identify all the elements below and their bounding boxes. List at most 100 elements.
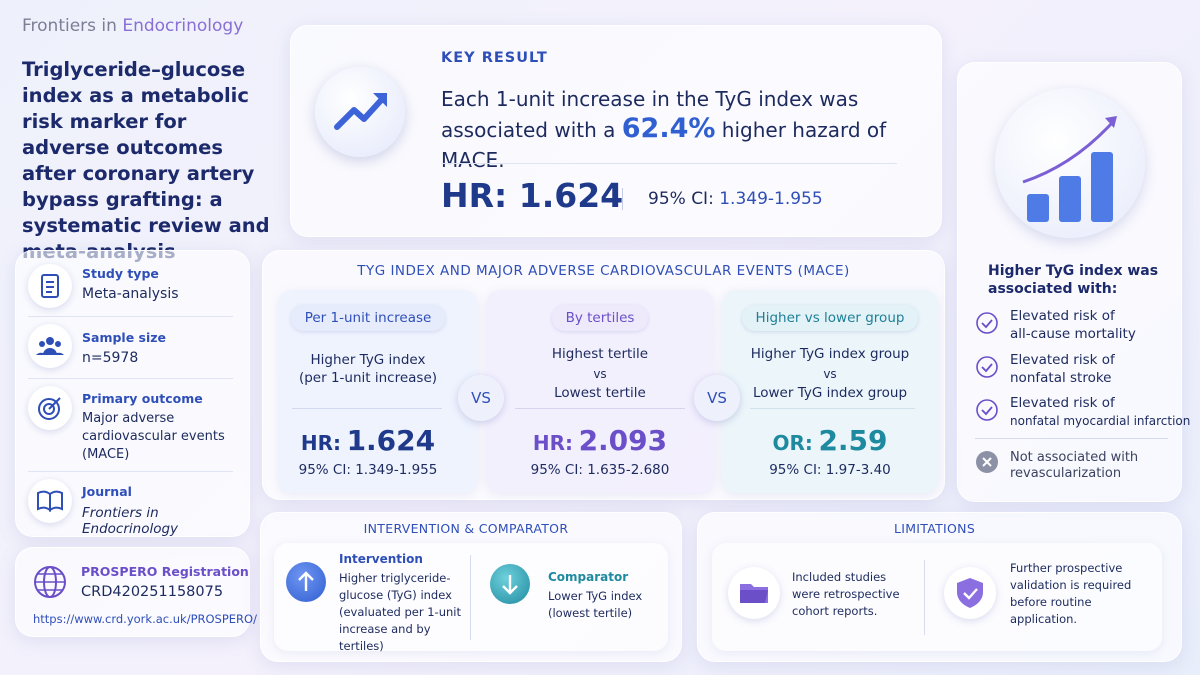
mace-stat: HR: 1.624 — [278, 424, 458, 457]
brand: Frontiers in Endocrinology — [22, 16, 243, 36]
lim-item: Further prospective validation is requir… — [1010, 561, 1132, 626]
info-label: Primary outcome — [82, 391, 203, 406]
info-label: Study type — [82, 266, 159, 281]
key-hr: HR: 1.624 — [441, 176, 623, 215]
ci-value: 1.349-1.955 — [355, 462, 438, 478]
comparator-text: Lower TyG index (lowest tertile) — [548, 589, 643, 620]
mace-ci: 95% CI: 1.635-2.680 — [486, 462, 714, 478]
trend-icon — [315, 67, 405, 157]
intervention-label: Intervention — [339, 552, 423, 566]
cross-icon — [976, 451, 998, 473]
mace-desc: Higher TyG index group vs Lower TyG index … — [722, 345, 938, 404]
mace-desc: Higher TyG index (per 1-unit increase) — [278, 351, 458, 387]
intervention-text: Higher triglyceride-glucose (TyG) index … — [339, 571, 461, 653]
key-ci-value: 1.349-1.955 — [719, 189, 823, 209]
assoc-item: Elevated risk of all-cause mortality — [1010, 307, 1136, 343]
info-value: Meta-analysis — [82, 286, 179, 302]
key-highlight: 62.4% — [621, 113, 716, 144]
assoc-line: Elevated risk of — [1010, 308, 1115, 324]
info-label: Sample size — [82, 330, 167, 345]
mace-tag-wrap: Per 1-unit increase — [278, 305, 458, 331]
stat-value: 1.624 — [346, 424, 436, 457]
desc-line: Lower TyG index group — [752, 385, 908, 401]
up-icon — [286, 562, 326, 602]
info-value: n=5978 — [82, 350, 139, 366]
ci-value: 1.97-3.40 — [825, 462, 891, 478]
ci-label: 95% CI: — [530, 462, 583, 478]
icon-doc — [28, 264, 72, 308]
ic-panel — [274, 543, 668, 651]
desc-line: Highest tertile — [551, 346, 649, 362]
key-hr-value: 1.624 — [518, 176, 624, 215]
icon-target — [28, 386, 72, 430]
stat-label: HR: — [300, 431, 341, 455]
stat-value: 2.093 — [578, 424, 668, 457]
key-text: Each 1-unit increase in the TyG index wa… — [441, 84, 911, 175]
key-text-after: higher hazard of MACE. — [441, 118, 887, 172]
desc-line: vs — [593, 366, 607, 381]
key-text-before: Each 1-unit increase in the TyG index wa… — [441, 87, 859, 142]
title: Triglyceride–glucose index as a metaboli… — [22, 58, 270, 263]
desc-line: (per 1-unit increase) — [298, 370, 438, 386]
mace-ci: 95% CI: 1.97-3.40 — [722, 462, 938, 478]
vs-badge: VS — [694, 375, 740, 421]
mace-tag: By tertiles — [551, 305, 649, 331]
mace-stat: HR: 2.093 — [486, 424, 714, 457]
assoc-item: Elevated risk of nonfatal stroke — [1010, 351, 1115, 387]
mace-tag: Higher vs lower group — [741, 305, 919, 331]
down-icon — [490, 564, 530, 604]
icon-people — [28, 324, 72, 368]
folder-icon — [728, 567, 780, 619]
check-icon — [976, 356, 998, 378]
assoc-line: Elevated risk of — [1010, 352, 1115, 368]
icon-book — [28, 479, 72, 523]
mace-title: TYG INDEX AND MAJOR ADVERSE CARDIOVASCUL… — [357, 263, 850, 279]
shield-icon — [944, 567, 996, 619]
prospero-url[interactable]: https://www.crd.york.ac.uk/PROSPERO/ — [33, 612, 257, 626]
lim-title: LIMITATIONS — [893, 521, 976, 536]
brand-prefix: Frontiers in — [22, 16, 117, 36]
key-ci: 95% CI: 1.349-1.955 — [648, 189, 823, 209]
not-assoc: Not associated with revascularization — [1010, 450, 1138, 482]
info-value: Frontiers in Endocrinology — [82, 505, 179, 537]
key-hr-label: HR: — [441, 176, 508, 215]
assoc-line: nonfatal stroke — [1010, 370, 1112, 386]
mace-tag-wrap: By tertiles — [486, 305, 714, 331]
key-label: KEY RESULT — [441, 50, 548, 66]
vs-badge: VS — [458, 375, 504, 421]
assoc-line: all-cause mortality — [1010, 326, 1136, 342]
comparator-label: Comparator — [548, 570, 629, 584]
bar-icon — [995, 88, 1145, 238]
stat-label: OR: — [772, 431, 813, 455]
lim-panel — [712, 543, 1162, 651]
mace-ci: 95% CI: 1.349-1.955 — [278, 462, 458, 478]
stat-value: 2.59 — [818, 424, 888, 457]
prospero-label: PROSPERO Registration — [81, 564, 249, 579]
mace-stat: OR: 2.59 — [722, 424, 938, 457]
assoc-item: Elevated risk of nonfatal myocardial infa… — [1010, 394, 1190, 430]
icon-globe — [30, 562, 70, 606]
desc-line: Higher TyG index group — [750, 346, 910, 362]
prospero-id: CRD420251158075 — [81, 584, 224, 600]
not-assoc-line: revascularization — [1010, 466, 1122, 481]
brand-name: Endocrinology — [122, 16, 244, 36]
mace-tag: Per 1-unit increase — [290, 305, 446, 331]
check-icon — [976, 312, 998, 334]
ci-label: 95% CI: — [298, 462, 351, 478]
check-icon — [976, 399, 998, 421]
stat-label: HR: — [532, 431, 573, 455]
lim-item: Included studies were retrospective coho… — [792, 570, 900, 618]
info-label: Journal — [82, 484, 132, 499]
mace-desc: Highest tertile vs Lowest tertile — [486, 345, 714, 404]
ci-label: 95% CI: — [769, 462, 822, 478]
mace-tag-wrap: Higher vs lower group — [722, 305, 938, 331]
assoc-line: nonfatal myocardial infarction — [1010, 414, 1191, 428]
desc-line: vs — [823, 366, 837, 381]
desc-line: Higher TyG index — [310, 352, 426, 368]
assoc-line: Elevated risk of — [1010, 395, 1115, 411]
info-value: Major adverse cardiovascular events (MAC… — [82, 411, 225, 462]
not-assoc-line: Not associated with — [1010, 450, 1139, 465]
desc-line: Lowest tertile — [554, 385, 646, 401]
ic-title: INTERVENTION & COMPARATOR — [363, 521, 569, 536]
